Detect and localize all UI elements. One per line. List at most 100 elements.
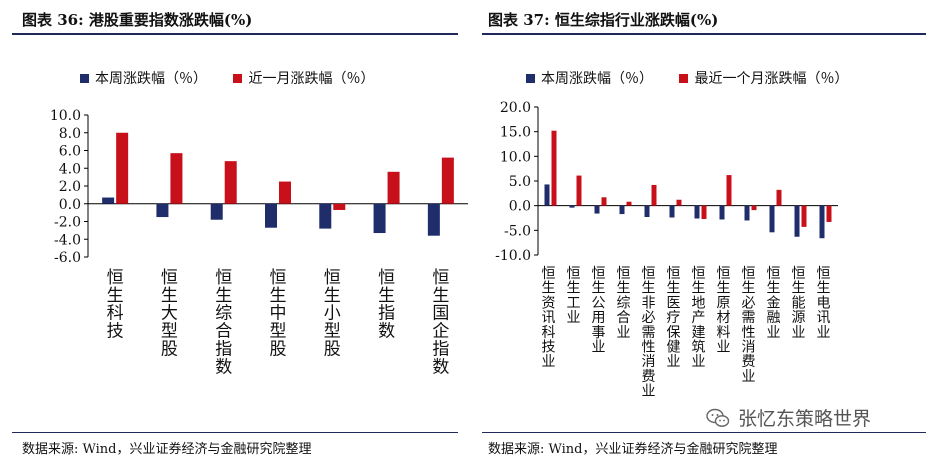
hk-index-bar-chart: -6.0 -4.0-2.0 0.0 2.0 4.06.0 8.0 10.0 恒生科技 恒生大型股… <box>50 108 468 377</box>
y-tick-label: -2.0 <box>54 215 81 231</box>
y-tick-label: 5.0 <box>509 174 531 190</box>
category-label-3: 恒生中型股 <box>270 268 287 359</box>
bar-weekly-2 <box>594 205 600 214</box>
source-note: 数据来源: Wind，兴业证券经济与金融研究院整理 <box>22 442 312 457</box>
bar-monthly-0 <box>116 132 129 204</box>
bar-monthly-6 <box>701 205 707 219</box>
category-label-6: 恒生国企指数 <box>432 268 449 377</box>
category-label-8: 恒生必需性消费业 <box>742 266 756 385</box>
y-tick-label: 10.0 <box>50 108 81 124</box>
wechat-icon <box>706 408 730 427</box>
legend-swatch-monthly <box>679 73 689 83</box>
bar-monthly-3 <box>279 181 291 204</box>
legend-label-monthly: 近一月涨跌幅（％） <box>248 71 375 87</box>
category-label-1: 恒生大型股 <box>161 268 178 359</box>
bar-monthly-5 <box>676 199 682 206</box>
right-figure-panel: 图表 37: 恒生综指行业涨跌幅(%) 本周涨跌幅（％） 最近一个月涨跌幅（％）… <box>478 0 940 462</box>
bar-weekly-2 <box>210 203 223 220</box>
bar-weekly-9 <box>769 205 775 233</box>
category-label-4: 恒生小型股 <box>324 268 341 359</box>
source-rule <box>12 432 458 433</box>
category-label-2: 恒生公用事业 <box>592 266 606 356</box>
y-tick-label: -6.0 <box>54 250 81 266</box>
figure-title: 图表 36: 港股重要指数涨跌幅(%) <box>22 11 253 29</box>
source-rule <box>482 432 926 433</box>
bar-monthly-2 <box>224 161 237 204</box>
bar-weekly-4 <box>319 203 332 229</box>
bar-monthly-3 <box>626 201 632 206</box>
bar-weekly-0 <box>544 184 550 206</box>
category-label-0: 恒生资讯科技业 <box>542 266 556 370</box>
watermark: 张忆东策略世界 <box>706 404 871 431</box>
y-tick-label: -10.0 <box>495 248 531 264</box>
bar-weekly-5 <box>373 203 386 234</box>
watermark-text: 张忆东策略世界 <box>738 408 872 430</box>
legend-label-monthly: 最近一个月涨跌幅（％） <box>694 71 849 87</box>
category-label-6: 恒生地产建筑业 <box>692 266 706 370</box>
bar-weekly-6 <box>427 203 440 236</box>
bar-monthly-6 <box>441 157 454 204</box>
bar-weekly-8 <box>744 205 750 221</box>
bar-monthly-1 <box>576 175 582 206</box>
category-label-3: 恒生综合业 <box>617 266 631 341</box>
legend-swatch-weekly <box>526 73 535 83</box>
bar-weekly-4 <box>644 205 650 218</box>
bar-weekly-6 <box>694 205 700 219</box>
bar-weekly-3 <box>619 205 625 215</box>
bar-monthly-1 <box>170 153 183 204</box>
bar-monthly-7 <box>726 175 732 206</box>
y-tick-label: 15.0 <box>500 125 531 141</box>
y-tick-label: -4.0 <box>54 232 81 248</box>
y-tick-label: 10.0 <box>500 149 531 165</box>
legend-item-weekly: 本周涨跌幅（％） <box>80 68 207 88</box>
y-tick-label: 6.0 <box>59 144 81 160</box>
hsci-sector-bar-chart: -10.0-5.00.05.010.015.020.0恒生资讯科技业恒生工业恒生… <box>495 100 838 400</box>
legend-item-monthly: 最近一个月涨跌幅（％） <box>679 68 848 88</box>
bar-weekly-1 <box>569 205 575 208</box>
y-tick-label: 8.0 <box>59 126 81 142</box>
bar-monthly-8 <box>751 205 757 211</box>
legend-label-weekly: 本周涨跌幅（％） <box>541 71 653 87</box>
source-note: 数据来源: Wind，兴业证券经济与金融研究院整理 <box>488 442 778 457</box>
category-label-1: 恒生工业 <box>567 266 581 326</box>
category-label-11: 恒生电讯业 <box>817 266 831 341</box>
category-label-5: 恒生医疗保健业 <box>667 266 681 370</box>
legend-item-weekly: 本周涨跌幅（％） <box>526 68 653 88</box>
y-tick-label: 4.0 <box>59 161 81 177</box>
category-label-5: 恒生指数 <box>378 268 395 342</box>
category-label-2: 恒生综合指数 <box>215 268 232 377</box>
bar-weekly-3 <box>265 203 277 228</box>
legend-label-weekly: 本周涨跌幅（％） <box>95 71 207 87</box>
legend: 本周涨跌幅（％） 近一月涨跌幅（％） <box>80 68 396 88</box>
title-rule <box>12 33 458 35</box>
bar-weekly-5 <box>669 205 675 218</box>
legend-swatch-weekly <box>80 73 89 83</box>
bar-weekly-0 <box>102 197 115 204</box>
bar-monthly-4 <box>333 203 346 210</box>
y-tick-label: 0.0 <box>509 199 531 215</box>
left-figure-panel: 图表 36: 港股重要指数涨跌幅(%) 本周涨跌幅（％） 近一月涨跌幅（％） -… <box>12 11 468 457</box>
category-label-4: 恒生非必需性消费业 <box>642 266 656 400</box>
bar-monthly-5 <box>387 171 400 204</box>
bar-monthly-0 <box>551 130 557 206</box>
bar-monthly-9 <box>776 189 782 206</box>
title-rule <box>482 33 926 35</box>
y-tick-label: -5.0 <box>504 223 531 239</box>
y-tick-label: 2.0 <box>59 179 81 195</box>
legend: 本周涨跌幅（％） 最近一个月涨跌幅（％） <box>526 68 870 88</box>
bar-monthly-4 <box>651 184 657 206</box>
category-label-10: 恒生能源业 <box>792 266 806 341</box>
category-label-9: 恒生金融业 <box>767 266 781 341</box>
bar-weekly-7 <box>719 205 725 220</box>
category-label-0: 恒生科技 <box>107 268 124 342</box>
bar-monthly-10 <box>801 205 807 227</box>
bar-monthly-2 <box>601 197 607 206</box>
bar-weekly-1 <box>156 203 169 218</box>
bar-weekly-11 <box>819 205 825 239</box>
y-tick-label: 0.0 <box>59 197 81 213</box>
legend-swatch-monthly <box>233 73 243 83</box>
legend-item-monthly: 近一月涨跌幅（％） <box>233 68 374 88</box>
figure-title: 图表 37: 恒生综指行业涨跌幅(%) <box>488 11 719 29</box>
y-tick-label: 20.0 <box>500 100 531 116</box>
bar-weekly-10 <box>794 205 800 237</box>
